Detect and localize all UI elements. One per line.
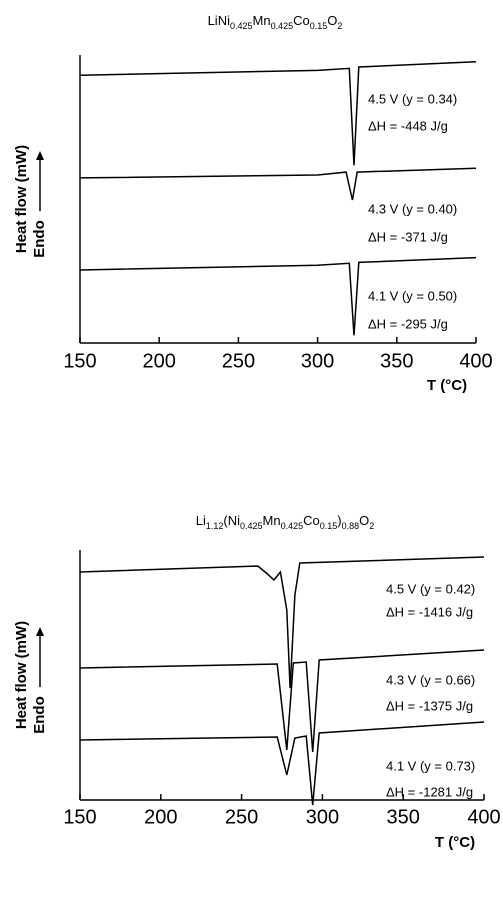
- x-tick-label: 250: [225, 806, 258, 828]
- title-text: Co: [303, 513, 320, 528]
- x-tick-label: 200: [144, 806, 177, 828]
- y-axis-title: Heat flow (mW) Endo: [13, 621, 48, 734]
- y-axis-title: Heat flow (mW) Endo: [13, 145, 48, 258]
- curve-annotation: ΔH = -295 J/g: [368, 316, 448, 331]
- x-axis-title: T (°C): [435, 834, 475, 851]
- title-text: Co: [293, 13, 310, 28]
- chart-title: LiNi0.425Mn0.425Co0.15O2: [208, 13, 343, 31]
- x-tick-label: 150: [63, 806, 96, 828]
- x-tick-label: 400: [459, 350, 492, 372]
- title-text: ): [337, 513, 341, 528]
- endo-arrow-head: [36, 627, 44, 636]
- heat-flow-curve: [79, 60, 477, 166]
- title-text: O: [327, 13, 337, 28]
- y-axis-title-2: Endo: [31, 696, 48, 734]
- title-subscript: 0.88: [342, 521, 360, 531]
- y-axis-title-1: Heat flow (mW): [13, 621, 30, 729]
- curve-annotation: ΔH = -371 J/g: [368, 229, 448, 244]
- x-tick-label: 150: [63, 350, 96, 372]
- y-axis-title-2: Endo: [31, 220, 48, 258]
- curve-label: 4.1 V (y = 0.73): [386, 758, 475, 773]
- x-axis-title: T (°C): [427, 377, 467, 394]
- x-tick-label: 350: [387, 806, 420, 828]
- curve-annotation: ΔH = -448 J/g: [368, 118, 448, 133]
- heat-flow-curve: [79, 167, 477, 201]
- x-tick-label: 400: [467, 806, 500, 828]
- title-subscript: 0.425: [281, 521, 304, 531]
- x-tick-label: 250: [222, 350, 255, 372]
- title-subscript: 0.15: [310, 21, 328, 31]
- title-text: (Ni: [223, 513, 240, 528]
- heat-flow-curve: [79, 721, 485, 806]
- curve-annotation: ΔH = -1416 J/g: [386, 604, 473, 619]
- title-subscript: 0.425: [240, 521, 263, 531]
- endo-arrow-head: [36, 151, 44, 160]
- x-tick-label: 350: [380, 350, 413, 372]
- title-subscript: 0.15: [320, 521, 338, 531]
- heat-flow-curve: [79, 256, 477, 336]
- title-subscript: 0.425: [271, 21, 294, 31]
- curve-label: 4.3 V (y = 0.66): [386, 672, 475, 687]
- curve-label: 4.5 V (y = 0.34): [368, 91, 457, 106]
- title-text: Li: [196, 513, 206, 528]
- chart-title: Li1.12(Ni0.425Mn0.425Co0.15)0.88O2: [196, 513, 375, 531]
- title-subscript: 2: [337, 21, 342, 31]
- title-subscript: 1.12: [206, 521, 224, 531]
- curve-label: 4.1 V (y = 0.50): [368, 288, 457, 303]
- x-tick-label: 300: [301, 350, 334, 372]
- curve-label: 4.3 V (y = 0.40): [368, 201, 457, 216]
- title-text: O: [359, 513, 369, 528]
- x-tick-label: 300: [306, 806, 339, 828]
- title-subscript: 2: [369, 521, 374, 531]
- y-axis-title-1: Heat flow (mW): [13, 145, 30, 253]
- title-text: LiNi: [208, 13, 231, 28]
- title-text: Mn: [263, 513, 281, 528]
- curve-annotation: ΔH = -1281 J/g: [386, 784, 473, 799]
- heat-flow-curve: [79, 649, 485, 753]
- title-text: Mn: [253, 13, 271, 28]
- curve-label: 4.5 V (y = 0.42): [386, 581, 475, 596]
- x-tick-label: 200: [143, 350, 176, 372]
- title-subscript: 0.425: [230, 21, 253, 31]
- heat-flow-curve: [79, 556, 485, 689]
- curve-annotation: ΔH = -1375 J/g: [386, 698, 473, 713]
